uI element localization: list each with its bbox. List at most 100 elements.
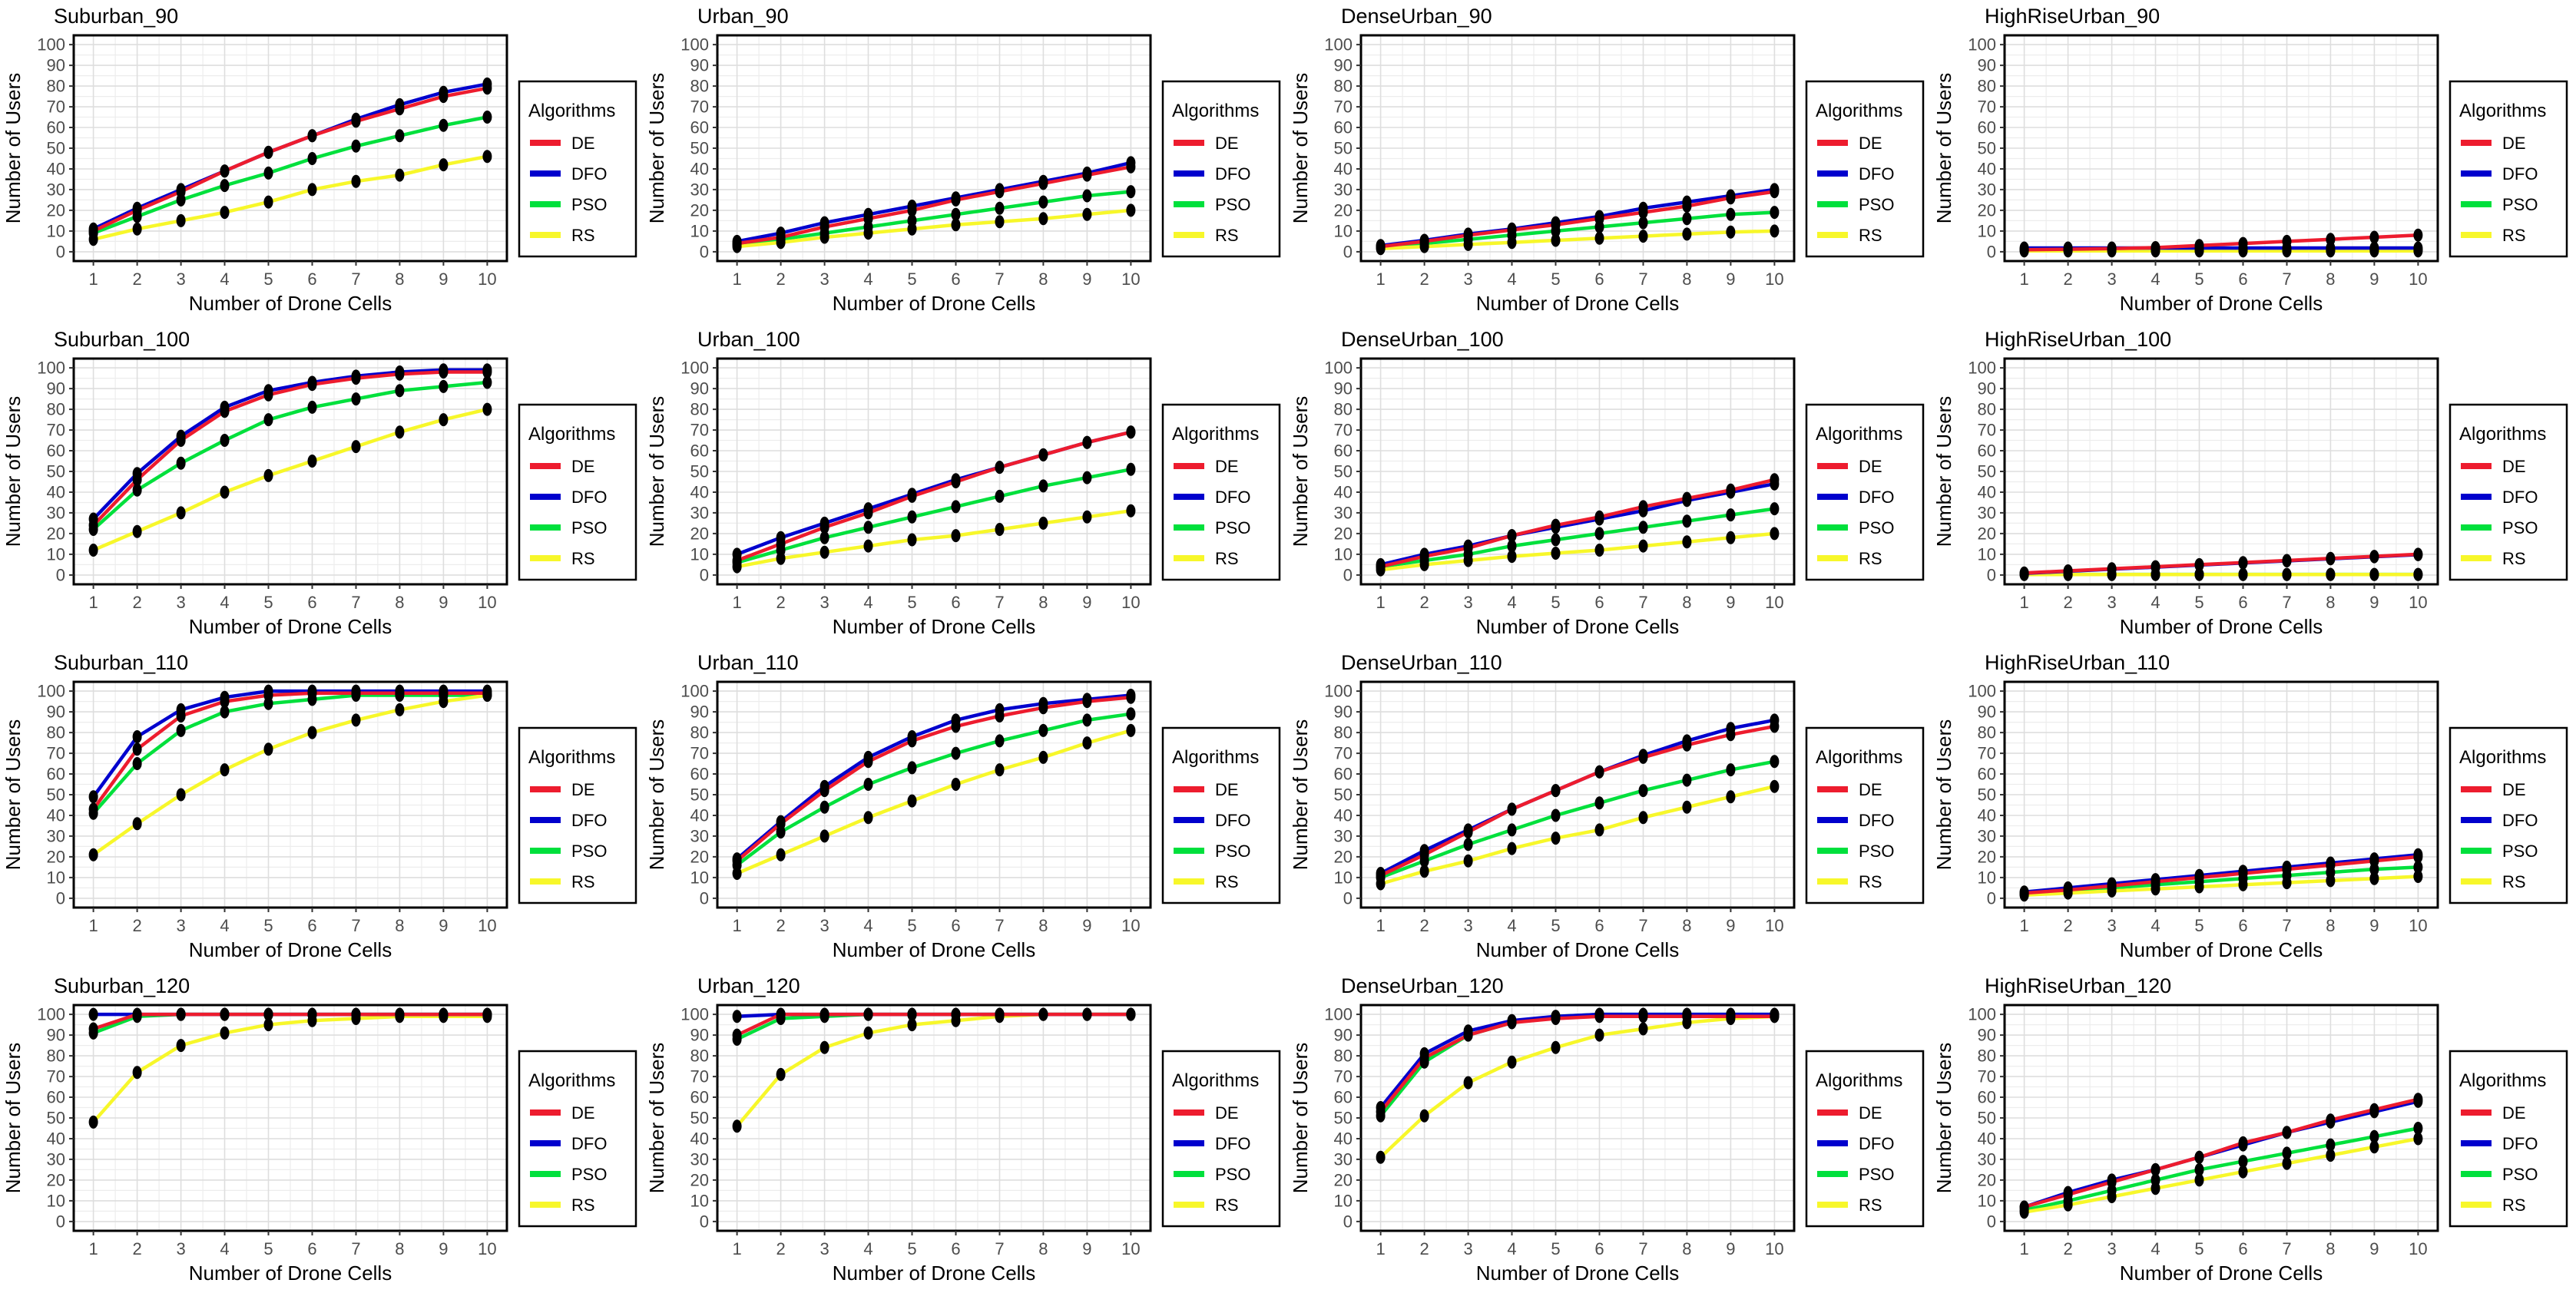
- chart-svg-Suburban_120: 1 2 3 4 5 6 7 8 9 100102030405060708090100Suburba…: [2, 974, 637, 1285]
- svg-text:9: 9: [1082, 1239, 1091, 1258]
- svg-text:9: 9: [2369, 270, 2379, 289]
- chart-panel-Suburban_90: 1 2 3 4 5 6 7 8 9 10 0 10 20 30 40 50 60 70 80 90 100 Suburba…: [0, 0, 644, 323]
- panel-title: Urban_100: [697, 328, 800, 351]
- svg-text:3: 3: [176, 916, 185, 935]
- svg-text:6: 6: [951, 270, 960, 289]
- legend-title: Algorithms: [2459, 1070, 2546, 1091]
- svg-text:30: 30: [1978, 503, 1996, 522]
- svg-text:5: 5: [1551, 916, 1560, 935]
- svg-text:10: 10: [1765, 593, 1783, 612]
- svg-text:10: 10: [1334, 221, 1353, 240]
- x-axis-title: Number of Drone Cells: [1476, 615, 1679, 638]
- chart-panel-DenseUrban_100: 1 2 3 4 5 6 7 8 9 10 0 10 20 30 40 50 60 70 80 90 100 DenseUr…: [1287, 323, 1931, 646]
- svg-text:10: 10: [1121, 270, 1140, 289]
- legend-item-RS: RS: [2461, 549, 2526, 568]
- svg-text:30: 30: [47, 1149, 65, 1169]
- data-point-markers: [88, 363, 492, 557]
- svg-text:80: 80: [1978, 77, 1996, 96]
- svg-text:8: 8: [395, 916, 404, 935]
- svg-text:40: 40: [690, 160, 709, 179]
- legend-label-DE: DE: [1215, 134, 1239, 153]
- svg-text:2: 2: [2063, 916, 2072, 935]
- svg-text:70: 70: [1334, 421, 1353, 440]
- svg-text:9: 9: [1726, 270, 1735, 289]
- data-point-markers: [88, 77, 492, 246]
- svg-text:20: 20: [1334, 200, 1353, 220]
- svg-text:100: 100: [37, 682, 65, 701]
- svg-text:80: 80: [1334, 1047, 1353, 1066]
- legend-label-DFO: DFO: [1859, 1134, 1894, 1153]
- legend-label-DE: DE: [1215, 1103, 1239, 1123]
- series-line-DE: [1379, 724, 1776, 878]
- legend-label-PSO: PSO: [1859, 518, 1894, 537]
- svg-text:6: 6: [307, 593, 316, 612]
- svg-text:10: 10: [47, 868, 65, 887]
- data-point-markers: [1376, 473, 1780, 577]
- legend-box: [518, 403, 637, 581]
- series-line-DE: [91, 691, 489, 812]
- svg-text:70: 70: [1334, 744, 1353, 763]
- chart-panel-HighRiseUrban_120: 1 2 3 4 5 6 7 8 9 10 0 10 20 30 40 50 60 70 80 90 100 HighRis…: [1931, 970, 2574, 1293]
- legend-label-DFO: DFO: [571, 488, 607, 507]
- legend-item-PSO: PSO: [1174, 1165, 1250, 1184]
- legend-item-DE: DE: [1817, 1103, 1882, 1123]
- legend-title: Algorithms: [1172, 747, 1259, 768]
- y-axis-title: Number of Users: [1932, 1043, 1955, 1194]
- svg-text:100: 100: [680, 359, 709, 378]
- svg-text:5: 5: [2194, 270, 2204, 289]
- panel-title: Urban_90: [697, 5, 789, 28]
- svg-text:5: 5: [263, 916, 273, 935]
- svg-text:30: 30: [1334, 503, 1353, 522]
- svg-text:90: 90: [1334, 56, 1353, 75]
- panel-title: HighRiseUrban_120: [1985, 974, 2171, 997]
- svg-text:0: 0: [700, 888, 709, 908]
- svg-text:10: 10: [1121, 593, 1140, 612]
- legend-label-DE: DE: [1859, 134, 1882, 153]
- svg-text:8: 8: [1038, 593, 1048, 612]
- svg-text:5: 5: [907, 1239, 916, 1258]
- legend-item-DFO: DFO: [1174, 811, 1250, 830]
- svg-text:70: 70: [1978, 98, 1996, 117]
- legend-item-RS: RS: [1174, 1195, 1239, 1215]
- chart-svg-HighRiseUrban_120: 1 2 3 4 5 6 7 8 9 100102030405060708090100HighRis…: [1932, 974, 2568, 1285]
- svg-text:7: 7: [1638, 1239, 1647, 1258]
- legend-label-DFO: DFO: [571, 1134, 607, 1153]
- chart-panel-Urban_100: 1 2 3 4 5 6 7 8 9 10 0 10 20 30 40 50 60 70 80 90 100 Urban_1…: [644, 323, 1287, 646]
- legend-label-DE: DE: [2502, 780, 2526, 799]
- svg-text:9: 9: [1726, 916, 1735, 935]
- svg-text:40: 40: [47, 806, 65, 825]
- svg-text:100: 100: [1324, 1005, 1353, 1024]
- legend-label-DFO: DFO: [1215, 811, 1250, 830]
- svg-text:8: 8: [1038, 270, 1048, 289]
- svg-text:2: 2: [132, 1239, 141, 1258]
- svg-text:6: 6: [1594, 593, 1604, 612]
- svg-text:10: 10: [690, 544, 709, 564]
- legend-label-DE: DE: [1215, 780, 1239, 799]
- svg-text:6: 6: [2238, 916, 2247, 935]
- series-line-PSO: [1379, 507, 1776, 569]
- svg-text:1: 1: [88, 270, 98, 289]
- series-line-DE: [1379, 1014, 1776, 1114]
- legend-label-RS: RS: [1215, 1195, 1239, 1215]
- legend-label-DFO: DFO: [1215, 488, 1250, 507]
- series-line-PSO: [91, 693, 489, 815]
- svg-text:100: 100: [1968, 35, 1996, 55]
- svg-text:8: 8: [395, 593, 404, 612]
- svg-text:90: 90: [690, 379, 709, 398]
- data-point-markers: [732, 1007, 1136, 1133]
- svg-text:20: 20: [690, 524, 709, 543]
- chart-svg-DenseUrban_100: 1 2 3 4 5 6 7 8 9 100102030405060708090100DenseUr…: [1289, 328, 1925, 638]
- svg-text:10: 10: [690, 221, 709, 240]
- svg-text:30: 30: [1334, 180, 1353, 199]
- legend-box: [2449, 726, 2568, 904]
- svg-text:90: 90: [1978, 56, 1996, 75]
- series-line-PSO: [735, 712, 1133, 867]
- svg-text:30: 30: [690, 180, 709, 199]
- chart-svg-HighRiseUrban_100: 1 2 3 4 5 6 7 8 9 100102030405060708090100HighRis…: [1932, 328, 2568, 638]
- legend-item-RS: RS: [1174, 549, 1239, 568]
- svg-text:4: 4: [2151, 593, 2160, 612]
- legend-item-DFO: DFO: [1817, 811, 1894, 830]
